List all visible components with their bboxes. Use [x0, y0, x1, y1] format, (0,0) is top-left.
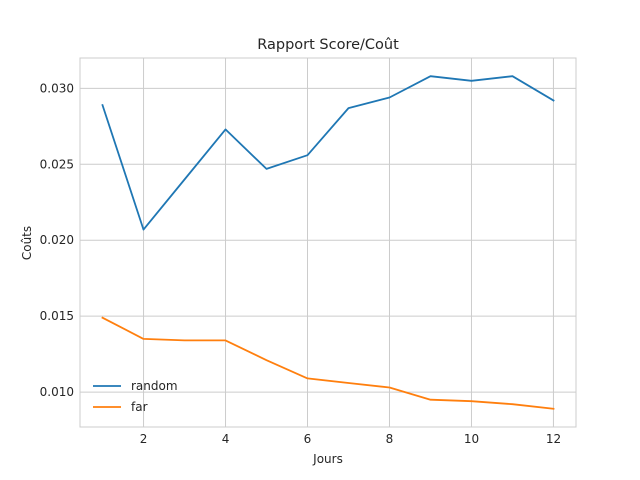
- x-tick-label: 10: [464, 432, 479, 446]
- x-tick-label: 12: [546, 432, 561, 446]
- series-line-far: [101, 316, 555, 410]
- y-tick-label: 0.030: [40, 81, 74, 95]
- x-axis-label: Jours: [312, 452, 343, 466]
- series-line-random: [101, 75, 555, 231]
- y-tick-label: 0.020: [40, 233, 74, 247]
- y-tick-label: 0.010: [40, 385, 74, 399]
- chart-title: Rapport Score/Coût: [257, 37, 399, 53]
- y-tick-labels: 0.010 0.015 0.020 0.025 0.030: [40, 81, 74, 399]
- x-tick-labels: 2 4 6 8 10 12: [140, 432, 561, 446]
- legend-label-random: random: [131, 379, 178, 393]
- y-tick-label: 0.015: [40, 309, 74, 323]
- x-tick-label: 4: [222, 432, 230, 446]
- y-tick-label: 0.025: [40, 157, 74, 171]
- x-tick-label: 2: [140, 432, 148, 446]
- x-tick-label: 6: [304, 432, 312, 446]
- grid: [80, 58, 576, 427]
- legend-label-far: far: [131, 400, 148, 414]
- series-lines: [101, 75, 555, 410]
- plot-frame: [79, 57, 577, 428]
- x-tick-label: 8: [386, 432, 394, 446]
- y-axis-label: Coûts: [20, 226, 34, 260]
- legend: random far: [93, 379, 178, 414]
